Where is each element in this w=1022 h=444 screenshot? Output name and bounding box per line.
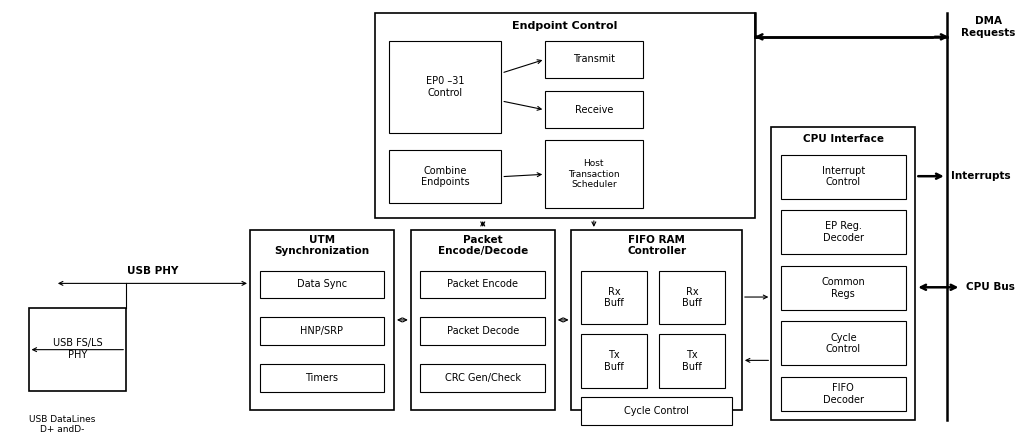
Bar (659, 334, 726, 388)
Bar (375, 13, 754, 218)
Text: EP Reg.
Decoder: EP Reg. Decoder (823, 222, 864, 243)
Text: Host
Transaction
Scheduler: Host Transaction Scheduler (568, 159, 619, 189)
Text: Endpoint Control: Endpoint Control (512, 21, 617, 31)
Text: Packet Decode: Packet Decode (447, 326, 519, 336)
Text: Rx
Buff: Rx Buff (683, 287, 702, 308)
Bar (659, 271, 726, 324)
Bar (389, 150, 501, 203)
Bar (260, 317, 384, 345)
Bar (420, 271, 545, 298)
Text: FIFO
Decoder: FIFO Decoder (823, 383, 864, 405)
Bar (663, 275, 730, 328)
Bar (781, 155, 905, 198)
Text: Packet Encode: Packet Encode (448, 279, 518, 289)
Bar (571, 230, 742, 410)
Bar (420, 364, 545, 392)
Text: Receive: Receive (574, 105, 613, 115)
Text: Interrupts: Interrupts (951, 171, 1011, 181)
Text: Cycle
Control: Cycle Control (826, 333, 861, 354)
Text: Packet
Encode/Decode: Packet Encode/Decode (437, 234, 528, 256)
Text: CPU Bus: CPU Bus (966, 282, 1015, 292)
Bar (781, 377, 905, 411)
Text: USB PHY: USB PHY (127, 266, 178, 276)
Bar (249, 230, 394, 410)
Text: Interrupt
Control: Interrupt Control (822, 166, 865, 187)
Bar (781, 321, 905, 365)
Text: Tx
Buff: Tx Buff (604, 350, 624, 372)
Bar (582, 271, 648, 324)
Text: EP0 –31
Control: EP0 –31 Control (426, 76, 465, 98)
Bar (260, 364, 384, 392)
Bar (549, 45, 647, 82)
Text: Cycle Control: Cycle Control (624, 406, 689, 416)
Bar (545, 41, 643, 78)
Text: UTM
Synchronization: UTM Synchronization (275, 234, 370, 256)
Bar (785, 214, 910, 258)
Text: Combine
Endpoints: Combine Endpoints (421, 166, 469, 187)
Bar (29, 308, 126, 391)
Bar (420, 317, 545, 345)
Text: Rx
Buff: Rx Buff (604, 287, 624, 308)
Text: FIFO RAM
Controller: FIFO RAM Controller (628, 234, 686, 256)
Bar (260, 271, 384, 298)
Text: Tx
Buff: Tx Buff (683, 350, 702, 372)
Text: HNP/SRP: HNP/SRP (300, 326, 343, 336)
Bar (781, 210, 905, 254)
Bar (389, 41, 501, 133)
Text: Data Sync: Data Sync (297, 279, 347, 289)
Bar (545, 91, 643, 128)
Bar (781, 266, 905, 310)
Bar (582, 334, 648, 388)
Text: CPU Interface: CPU Interface (803, 134, 884, 144)
Text: Common
Regs: Common Regs (822, 277, 866, 298)
Bar (663, 338, 730, 392)
Bar (411, 230, 555, 410)
Bar (549, 95, 647, 132)
Bar (785, 270, 910, 313)
Bar (785, 381, 910, 415)
Bar (772, 127, 916, 420)
Text: DMA
Requests: DMA Requests (962, 16, 1016, 38)
Text: USB FS/LS
PHY: USB FS/LS PHY (52, 338, 102, 360)
Text: Timers: Timers (306, 373, 338, 383)
Text: Transmit: Transmit (573, 54, 615, 64)
Bar (582, 397, 732, 425)
Bar (545, 140, 643, 208)
Bar (785, 325, 910, 369)
Text: CRC Gen/Check: CRC Gen/Check (445, 373, 521, 383)
Text: USB DataLines
D+ andD-: USB DataLines D+ andD- (29, 415, 95, 434)
